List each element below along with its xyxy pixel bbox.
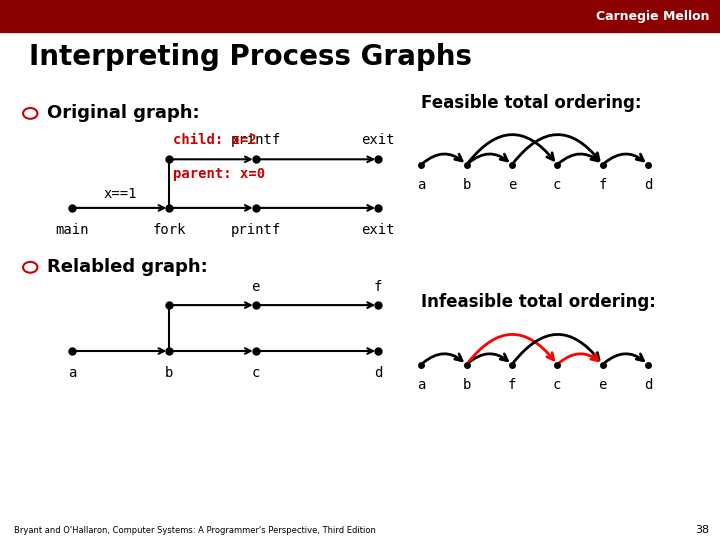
Text: Infeasible total ordering:: Infeasible total ordering:: [421, 293, 656, 312]
Text: Original graph:: Original graph:: [47, 104, 199, 123]
Text: a: a: [417, 378, 426, 392]
Text: Relabled graph:: Relabled graph:: [47, 258, 207, 276]
Text: d: d: [644, 378, 652, 392]
Text: d: d: [374, 366, 382, 380]
Text: Carnegie Mellon: Carnegie Mellon: [595, 10, 709, 23]
Text: exit: exit: [361, 133, 395, 147]
Text: a: a: [417, 178, 426, 192]
Text: e: e: [508, 178, 516, 192]
Text: b: b: [462, 178, 471, 192]
Text: c: c: [553, 178, 562, 192]
Text: Bryant and O'Hallaron, Computer Systems: A Programmer's Perspective, Third Editi: Bryant and O'Hallaron, Computer Systems:…: [14, 526, 377, 535]
Text: x==1: x==1: [104, 187, 138, 201]
Text: c: c: [553, 378, 562, 392]
Text: a: a: [68, 366, 76, 380]
Text: e: e: [598, 378, 607, 392]
Text: parent: x=0: parent: x=0: [173, 167, 265, 181]
Text: e: e: [251, 280, 260, 294]
Text: b: b: [165, 366, 174, 380]
Text: d: d: [644, 178, 652, 192]
Text: child: x=2: child: x=2: [173, 133, 256, 147]
Text: fork: fork: [153, 223, 186, 237]
Text: Feasible total ordering:: Feasible total ordering:: [421, 93, 642, 112]
Text: main: main: [55, 223, 89, 237]
Text: f: f: [374, 280, 382, 294]
Text: Interpreting Process Graphs: Interpreting Process Graphs: [29, 43, 472, 71]
Text: exit: exit: [361, 223, 395, 237]
Bar: [0, 0, 720, 32]
Text: f: f: [598, 178, 607, 192]
Text: printf: printf: [230, 223, 281, 237]
Text: f: f: [508, 378, 516, 392]
Text: printf: printf: [230, 133, 281, 147]
Text: b: b: [462, 378, 471, 392]
Text: 38: 38: [695, 525, 709, 535]
Text: c: c: [251, 366, 260, 380]
